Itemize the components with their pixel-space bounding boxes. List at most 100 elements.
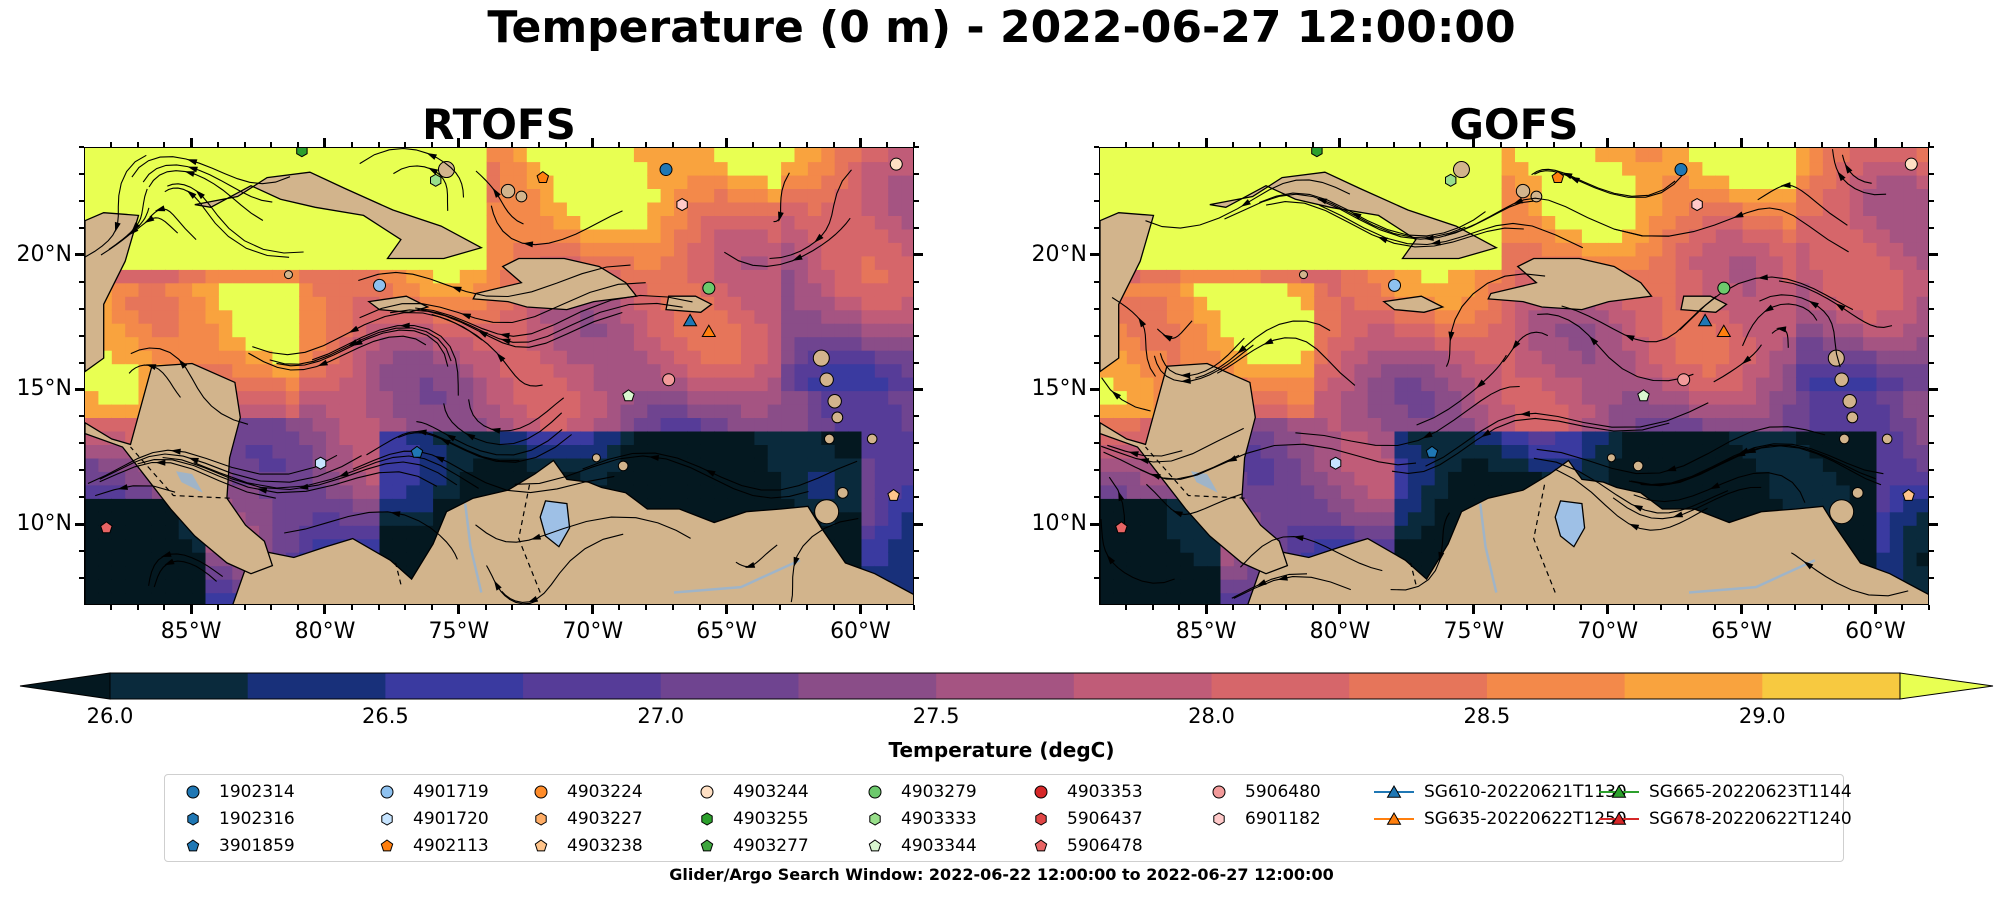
x-minor-tick [1713, 605, 1716, 610]
streamline [1640, 445, 1882, 487]
streamline [164, 187, 290, 258]
streamline [193, 455, 479, 489]
marker-6901182 [1691, 198, 1703, 212]
y-minor-tick [1094, 307, 1099, 310]
marker-5906480 [662, 373, 676, 387]
legend-marker [380, 839, 394, 852]
streamline [99, 461, 276, 499]
legend-marker [1611, 785, 1627, 798]
y-tick-mark [1090, 253, 1099, 257]
island [591, 453, 601, 463]
y-minor-tick [914, 280, 919, 283]
legend-label: SG610-20220621T1130 [1424, 782, 1627, 802]
x-minor-tick [1258, 142, 1261, 147]
x-minor-tick [270, 605, 273, 610]
streamline [1561, 295, 1717, 343]
island [1851, 486, 1864, 499]
y-tick-mark [1929, 253, 1938, 257]
x-minor-tick [672, 605, 675, 610]
legend-marker-icon [1035, 812, 1047, 826]
x-minor-tick [243, 605, 246, 610]
y-minor-tick [1094, 442, 1099, 445]
x-minor-tick [243, 142, 246, 147]
x-minor-tick [1258, 605, 1261, 610]
land-southAmerica [1247, 459, 1928, 604]
x-minor-tick [136, 142, 139, 147]
legend-marker [1212, 785, 1226, 799]
marker-4903244 [889, 157, 903, 171]
marker-5906478 [1115, 521, 1128, 534]
legend-marker [868, 785, 882, 799]
panel-title-rtofs: RTOFS [422, 100, 576, 149]
marker-4903333 [1445, 173, 1457, 187]
y-tick-label: 10°N [1031, 511, 1087, 537]
x-minor-tick [538, 142, 541, 147]
x-tick-label: 70°W [562, 619, 624, 644]
streamline [352, 450, 615, 494]
x-minor-tick [1365, 142, 1368, 147]
legend-marker [1034, 785, 1048, 799]
colorbar-segment [1762, 673, 1901, 699]
streamline [99, 453, 362, 483]
x-minor-tick [752, 142, 755, 147]
streamline [420, 302, 683, 343]
colorbar-tick-label: 26.0 [86, 704, 134, 728]
streamline [358, 264, 631, 298]
legend-label: 4901720 [413, 809, 489, 829]
x-minor-tick [1687, 605, 1690, 610]
colorbar-segment [660, 673, 799, 699]
streamline [108, 188, 148, 250]
x-minor-tick [1928, 605, 1930, 610]
streamline [87, 449, 338, 484]
x-tick-label: 75°W [1443, 619, 1505, 644]
legend-marker-icon [1374, 812, 1414, 825]
streamline [1111, 297, 1156, 377]
x-minor-tick [297, 605, 300, 610]
streamline [724, 217, 851, 267]
land-centralAmerica [1100, 362, 1289, 604]
x-minor-tick [886, 142, 889, 147]
legend-marker [700, 839, 714, 852]
y-minor-tick [914, 361, 919, 364]
island [1846, 411, 1859, 424]
streamline [248, 335, 427, 371]
current-streamlines [85, 148, 859, 604]
y-tick-label: 15°N [16, 376, 72, 402]
x-minor-tick [1178, 605, 1181, 610]
x-minor-tick [1285, 605, 1288, 610]
x-minor-tick [1687, 142, 1690, 147]
streamline [1295, 385, 1520, 447]
map-panel-gofs [1099, 147, 1929, 605]
streamline [1741, 303, 1818, 347]
x-minor-tick [1499, 142, 1502, 147]
streamline [276, 329, 449, 367]
x-tick-mark [858, 605, 862, 614]
x-minor-tick [913, 605, 915, 610]
x-minor-tick [109, 142, 112, 147]
x-tick-label: 85°W [160, 619, 222, 644]
streamline [1614, 207, 1849, 253]
x-minor-tick [484, 142, 487, 147]
x-minor-tick [805, 142, 808, 147]
land-yucatan [85, 212, 140, 373]
colorbar-segment [936, 673, 1075, 699]
y-tick-mark [75, 387, 84, 391]
x-minor-tick [109, 605, 112, 610]
legend-label: 4903244 [733, 782, 809, 802]
x-minor-tick [1847, 605, 1850, 610]
y-minor-tick [914, 146, 919, 148]
y-minor-tick [1929, 307, 1934, 310]
y-minor-tick [79, 280, 84, 283]
x-minor-tick [216, 605, 219, 610]
legend-marker-icon [534, 785, 548, 799]
x-tick-mark [1606, 605, 1610, 614]
x-minor-tick [1124, 142, 1127, 147]
land-centralAmerica [85, 362, 274, 604]
y-minor-tick [914, 550, 919, 553]
island [1839, 433, 1850, 445]
x-minor-tick [350, 605, 353, 610]
island [814, 499, 840, 525]
marker-4902113 [1551, 170, 1565, 183]
island [283, 270, 293, 280]
x-minor-tick [377, 142, 380, 147]
